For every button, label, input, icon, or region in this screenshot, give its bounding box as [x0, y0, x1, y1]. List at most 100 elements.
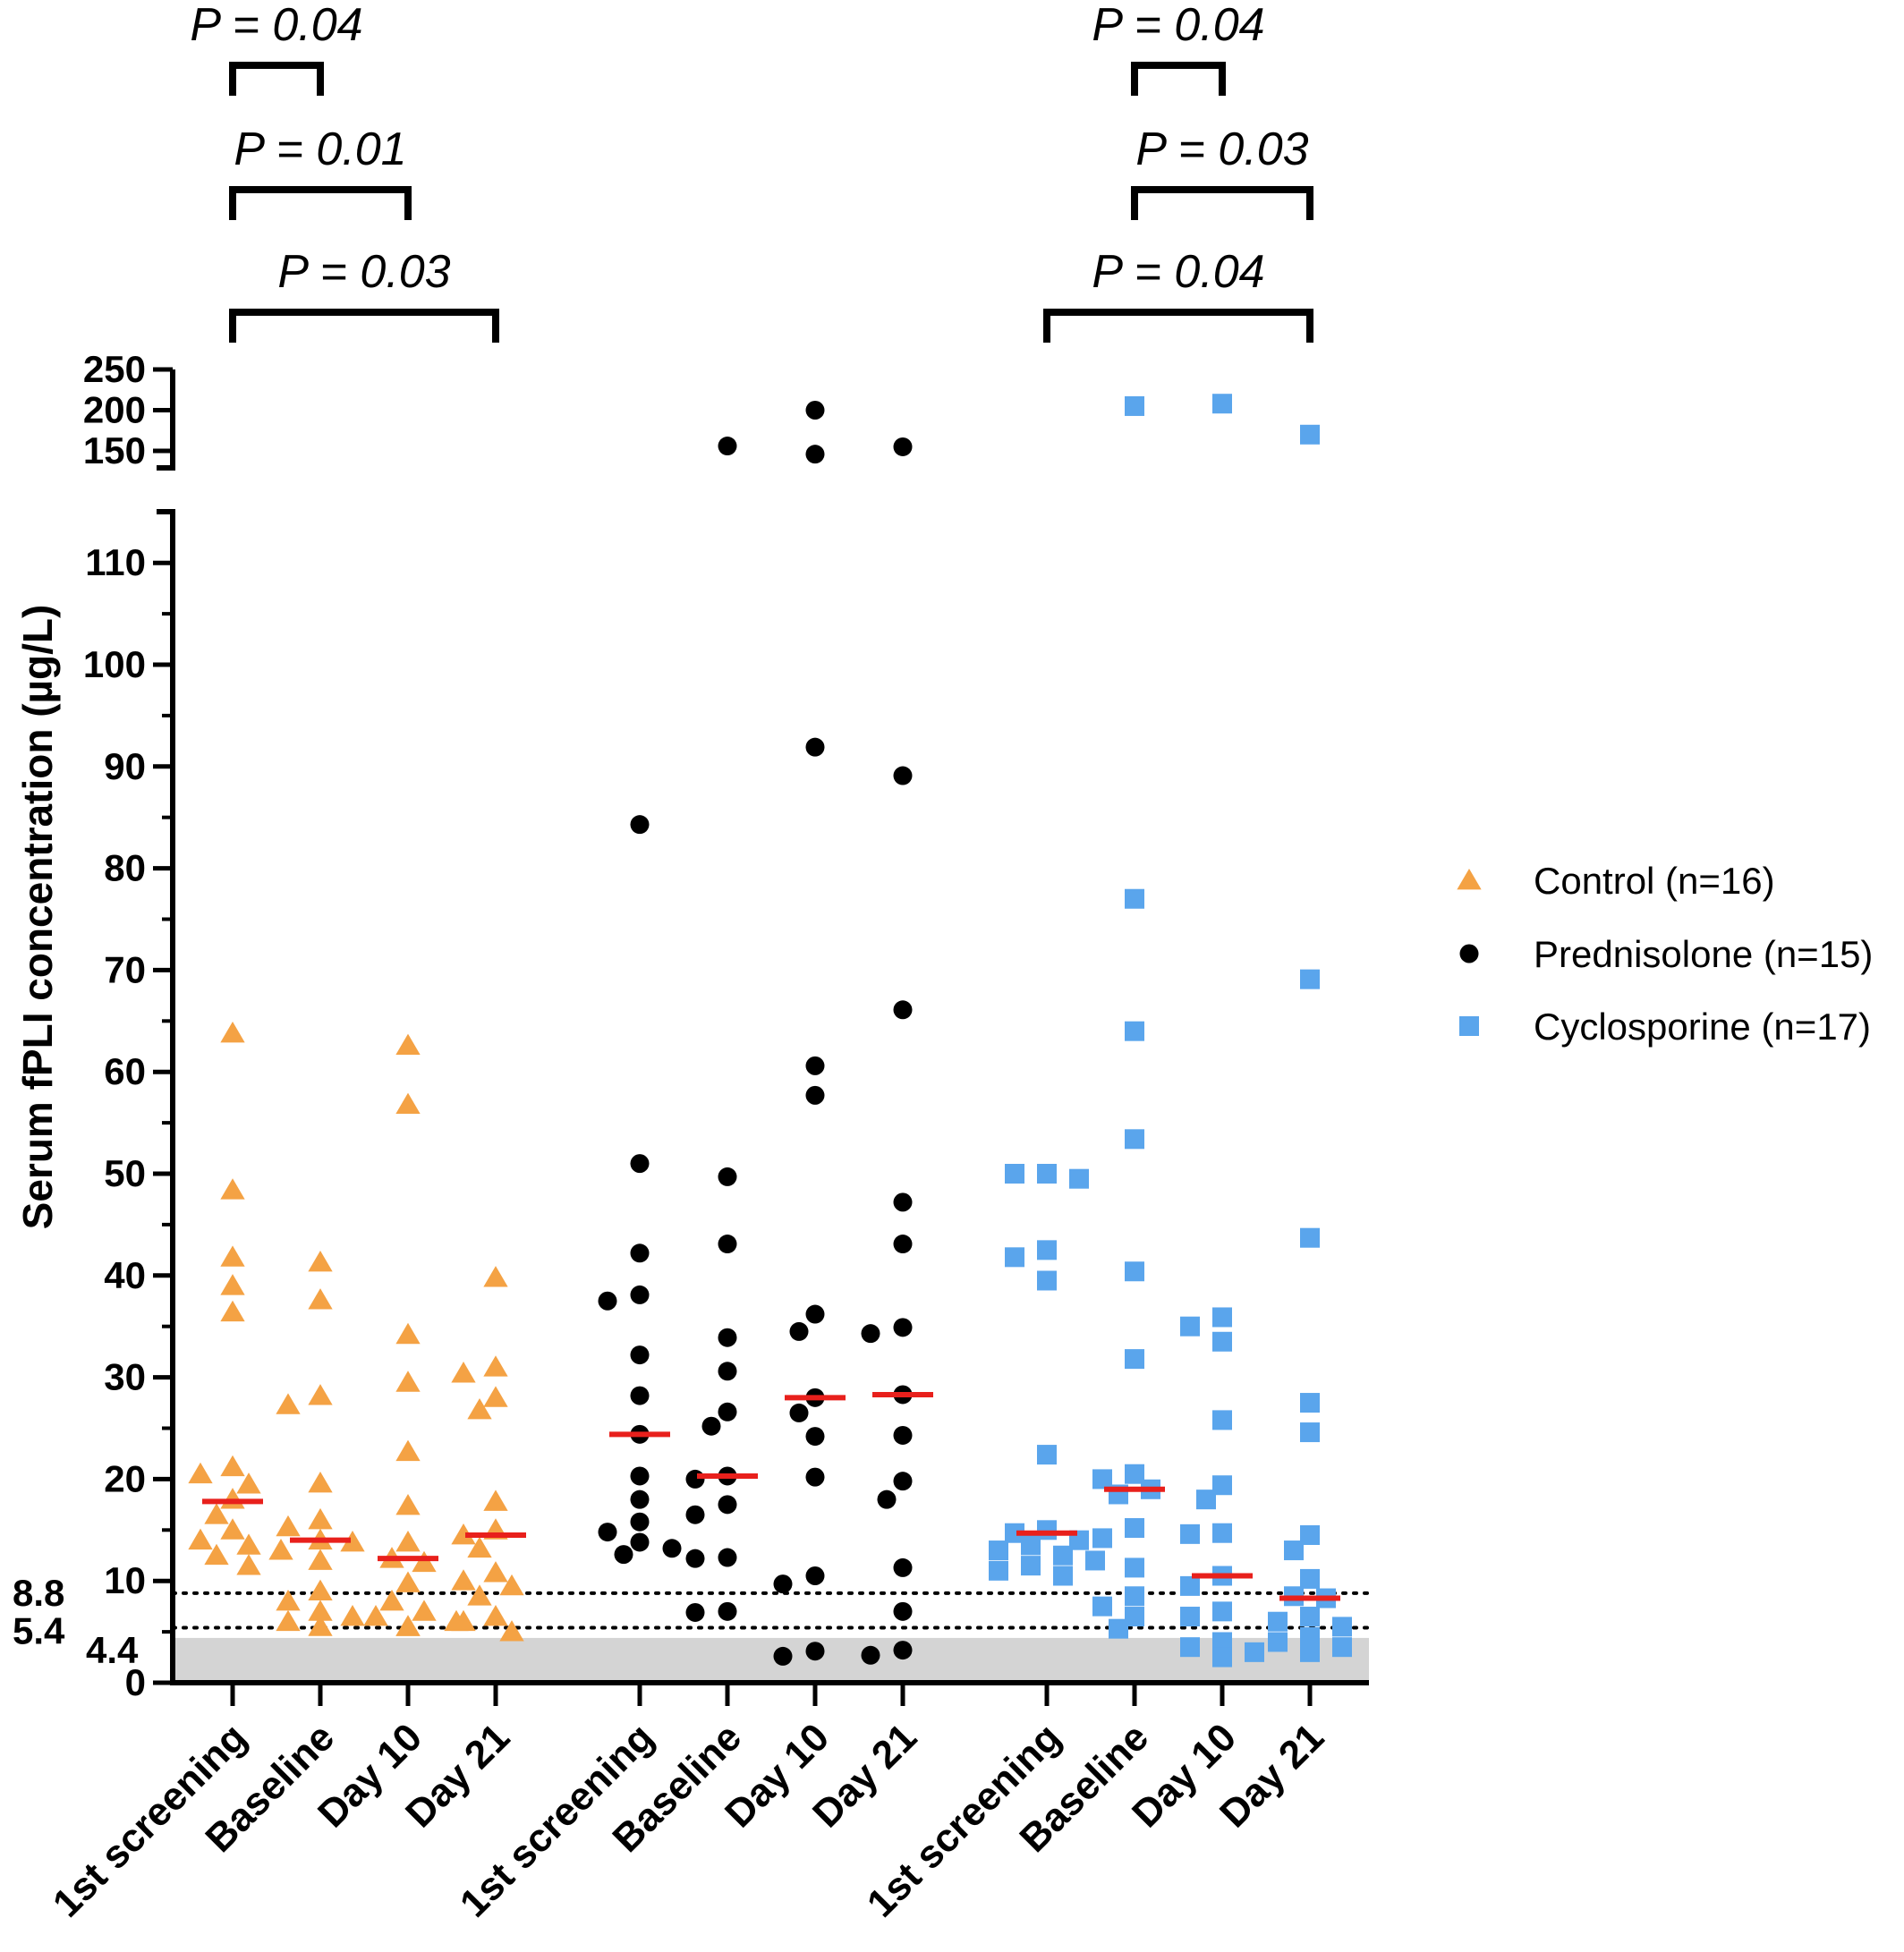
data-point — [483, 1605, 508, 1626]
data-point — [1109, 1618, 1128, 1639]
data-point — [1212, 1647, 1232, 1668]
data-point — [1125, 1129, 1144, 1150]
data-point — [1180, 1637, 1200, 1658]
data-point — [1284, 1540, 1304, 1561]
data-point — [276, 1609, 301, 1632]
data-point — [395, 1571, 421, 1592]
data-point — [630, 1512, 650, 1532]
data-point — [598, 1291, 617, 1311]
data-point — [805, 1642, 825, 1661]
data-point — [861, 1324, 880, 1344]
data-point — [220, 1021, 245, 1043]
data-point — [1300, 1422, 1320, 1443]
legend: Control (n=16) Prednisolone (n=15) Cyclosp… — [1457, 860, 1873, 1048]
data-point — [1212, 1601, 1232, 1622]
data-point — [718, 1167, 737, 1186]
data-point — [395, 1322, 421, 1345]
data-point — [1212, 1475, 1232, 1496]
y-tick-label: 90 — [104, 745, 146, 787]
shaded-region — [173, 1637, 1369, 1683]
data-point — [1180, 1607, 1200, 1627]
reference-label: 5.4 — [13, 1610, 65, 1652]
data-point — [395, 1530, 421, 1552]
data-point — [499, 1620, 524, 1642]
data-point — [662, 1539, 682, 1558]
data-point — [276, 1515, 301, 1537]
data-point — [630, 1386, 650, 1405]
significance-bracket — [229, 186, 412, 220]
data-point — [1053, 1545, 1073, 1566]
y-tick-label: 200 — [83, 389, 146, 431]
data-point — [1212, 1307, 1232, 1328]
data-point — [483, 1489, 508, 1511]
data-point — [1300, 1524, 1320, 1545]
data-point — [1005, 1523, 1024, 1543]
data-point — [1212, 1331, 1232, 1352]
significance-layer: P = 0.04 P = 0.01 P = 0.03 P = 0.04 P = 0.03… — [190, 0, 1313, 343]
data-point — [893, 437, 913, 456]
data-point — [630, 1243, 650, 1263]
data-point — [805, 1304, 825, 1324]
y-tick-label: 250 — [83, 348, 146, 390]
data-point — [395, 1493, 421, 1515]
significance-label: P = 0.03 — [277, 246, 450, 298]
data-point — [893, 1000, 913, 1020]
data-point — [220, 1518, 245, 1540]
data-point — [204, 1503, 229, 1524]
data-point — [308, 1507, 333, 1530]
data-point — [718, 437, 737, 456]
data-point — [1069, 1168, 1089, 1189]
data-point — [701, 1416, 721, 1436]
legend-marker — [1457, 869, 1482, 890]
data-point — [1196, 1489, 1216, 1510]
data-point — [685, 1469, 705, 1489]
data-point — [1092, 1469, 1112, 1489]
data-point — [630, 1154, 650, 1174]
data-point — [1180, 1523, 1200, 1544]
significance-bracket — [1131, 186, 1313, 220]
y-axis-title: Serum fPLI concentration (µg/L) — [14, 605, 61, 1230]
reference-label: 4.4 — [86, 1629, 139, 1671]
data-point — [395, 1439, 421, 1462]
y-tick-label: 10 — [104, 1559, 146, 1601]
data-point — [1037, 1270, 1057, 1291]
data-point — [188, 1528, 213, 1550]
data-point — [236, 1533, 261, 1555]
data-point — [236, 1554, 261, 1575]
data-point — [1180, 1316, 1200, 1337]
data-point — [1005, 1247, 1024, 1268]
significance-bracket — [1043, 309, 1313, 343]
data-point — [893, 1472, 913, 1491]
significance-bracket — [1131, 62, 1226, 96]
points-layer — [188, 394, 1352, 1668]
data-point — [1021, 1556, 1041, 1576]
data-point — [893, 1318, 913, 1337]
data-point — [308, 1579, 333, 1600]
reference-label: 8.8 — [13, 1572, 64, 1614]
data-point — [805, 445, 825, 464]
data-point — [395, 1371, 421, 1392]
data-point — [630, 1532, 650, 1552]
data-point — [379, 1589, 404, 1611]
data-point — [805, 1467, 825, 1487]
data-point — [1125, 1349, 1144, 1370]
data-point — [395, 1615, 421, 1636]
data-point — [1125, 1518, 1144, 1539]
data-point — [340, 1530, 365, 1552]
reference-lines-layer — [171, 1591, 1371, 1630]
data-point — [204, 1543, 229, 1566]
legend-label: Cyclosporine (n=17) — [1534, 1006, 1871, 1048]
data-point — [805, 1085, 825, 1105]
data-point — [188, 1462, 213, 1484]
data-point — [718, 1362, 737, 1381]
data-point — [467, 1584, 492, 1606]
data-point — [220, 1274, 245, 1295]
data-point — [1125, 1586, 1144, 1607]
data-point — [861, 1645, 880, 1665]
data-point — [220, 1245, 245, 1267]
y-tick-label: 50 — [104, 1152, 146, 1194]
significance-bracket — [229, 62, 324, 96]
legend-marker — [1459, 944, 1479, 963]
